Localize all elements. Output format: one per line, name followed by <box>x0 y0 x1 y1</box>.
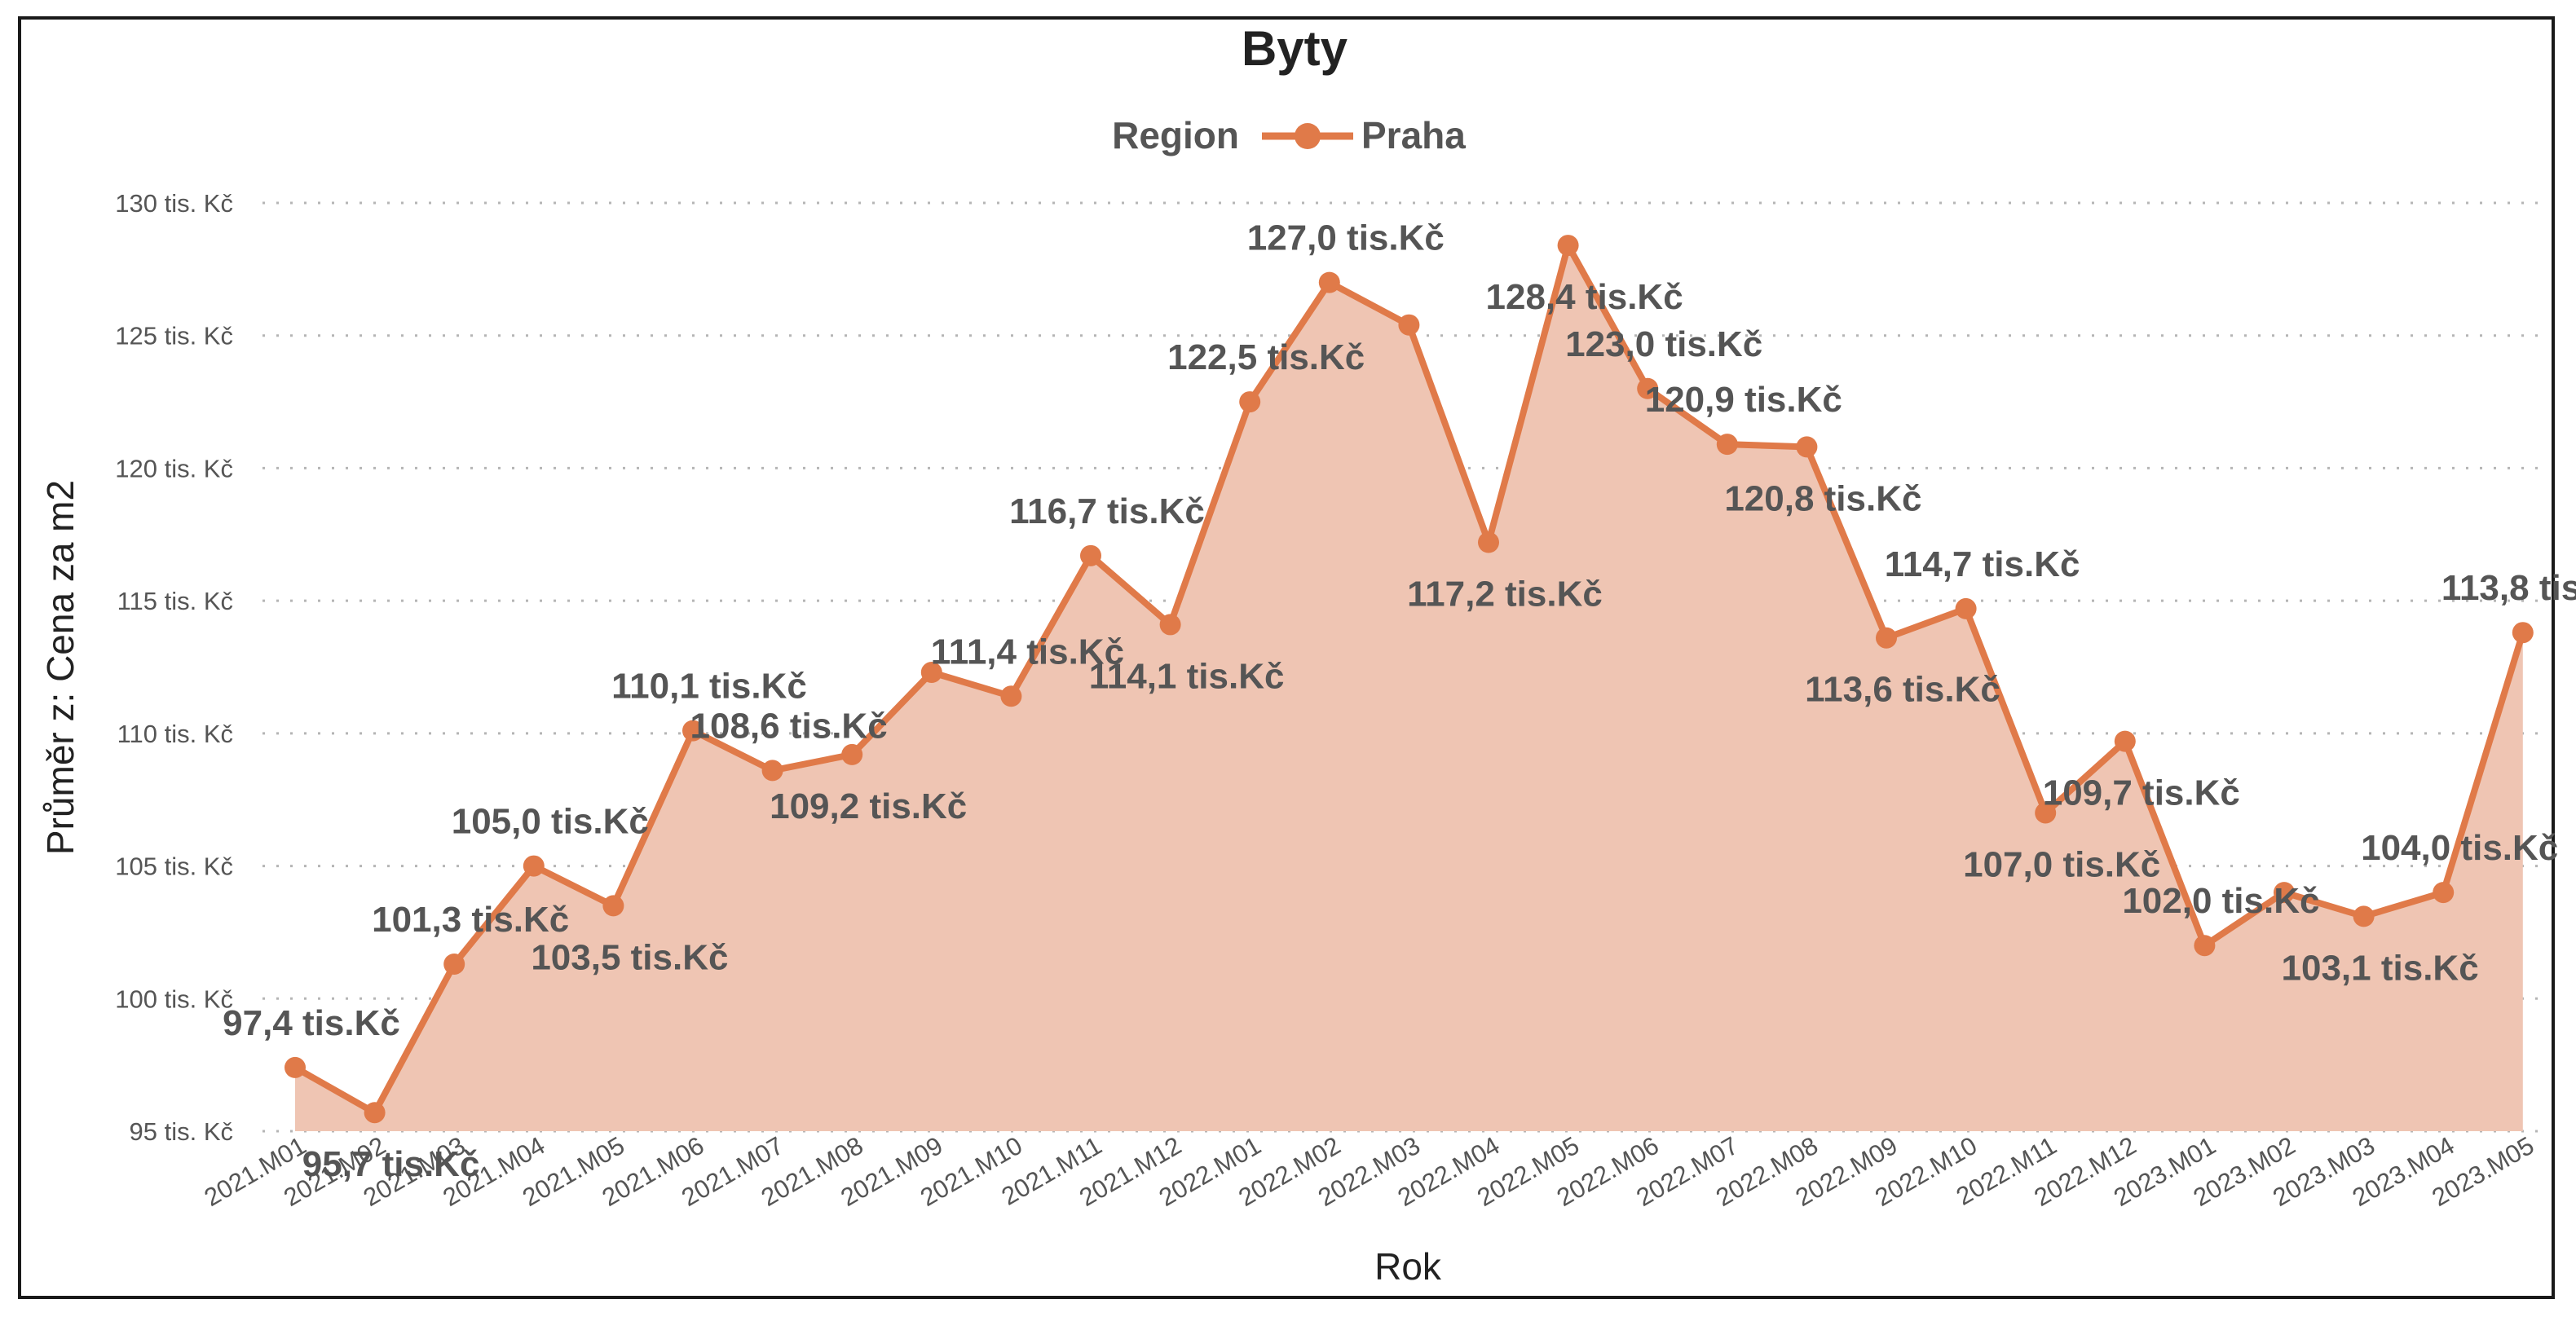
chart-frame <box>18 16 2555 1299</box>
data-label: 120,8 tis.Kč <box>1724 478 1921 518</box>
y-axis-ticks: 95 tis. Kč 100 tis. Kč 105 tis. Kč 110 tis.… <box>115 189 233 1146</box>
data-label: 110,1 tis.Kč <box>611 667 807 707</box>
y-tick-label: 115 tis. Kč <box>117 587 233 615</box>
data-label: 114,1 tis.Kč <box>1089 656 1285 696</box>
y-tick-label: 95 tis. Kč <box>130 1117 234 1146</box>
data-point-2022.M12 <box>2114 730 2136 752</box>
data-point-2023.M02 <box>2274 882 2295 904</box>
data-point-2021.M09 <box>920 662 942 684</box>
data-label: 101,3 tis.Kč <box>372 900 569 940</box>
data-point-2021.M05 <box>602 895 624 917</box>
data-label: 104,0 tis.Kč <box>2361 828 2558 868</box>
data-point-2022.M10 <box>1955 597 1977 619</box>
data-label: 107,0 tis.Kč <box>1963 844 2160 884</box>
data-point-2023.M04 <box>2433 882 2455 904</box>
data-point-2022.M11 <box>2035 802 2057 824</box>
series-area-praha <box>295 245 2523 1131</box>
data-point-2022.M01 <box>1239 391 1261 413</box>
data-points <box>285 235 2534 1124</box>
data-point-2023.M03 <box>2353 905 2375 927</box>
data-point-2021.M10 <box>1000 685 1022 707</box>
data-point-2021.M01 <box>285 1056 306 1078</box>
area-fill-layer <box>295 245 2523 1131</box>
data-label: 113,8 tis.Kč <box>2441 568 2576 608</box>
data-label: 120,9 tis.Kč <box>1645 380 1842 420</box>
data-point-2021.M06 <box>682 720 704 742</box>
data-label: 103,1 tis.Kč <box>2282 948 2479 988</box>
legend-title: Region <box>1112 114 1239 156</box>
data-labels: 97,4 tis.Kč 95,7 tis.Kč 101,3 tis.Kč 105,0 … <box>223 218 2576 1185</box>
data-label: 111,4 tis.Kč <box>931 632 1124 672</box>
data-point-2021.M02 <box>364 1102 386 1124</box>
y-tick-label: 130 tis. Kč <box>115 189 233 218</box>
data-label: 109,2 tis.Kč <box>770 786 967 826</box>
data-point-2021.M04 <box>523 855 545 877</box>
data-label: 102,0 tis.Kč <box>2122 881 2319 921</box>
data-point-2022.M04 <box>1478 531 1499 553</box>
data-label: 127,0 tis.Kč <box>1247 218 1445 258</box>
data-label: 103,5 tis.Kč <box>531 937 728 977</box>
data-point-2021.M12 <box>1159 614 1181 636</box>
data-point-2021.M03 <box>443 953 465 975</box>
data-label: 123,0 tis.Kč <box>1565 324 1762 364</box>
data-point-2022.M05 <box>1557 235 1579 257</box>
data-label: 117,2 tis.Kč <box>1407 575 1603 614</box>
data-point-2021.M11 <box>1080 544 1101 566</box>
y-tick-label: 125 tis. Kč <box>115 322 233 350</box>
y-tick-label: 110 tis. Kč <box>117 720 233 748</box>
data-label: 122,5 tis.Kč <box>1167 337 1365 377</box>
data-label: 128,4 tis.Kč <box>1486 277 1683 317</box>
data-label: 114,7 tis.Kč <box>1885 544 2080 584</box>
y-tick-label: 105 tis. Kč <box>115 852 233 881</box>
legend: Region Praha <box>1112 114 1466 156</box>
data-label: 108,6 tis.Kč <box>690 706 888 746</box>
data-point-2022.M08 <box>1796 436 1818 458</box>
legend-label-praha: Praha <box>1361 114 1466 156</box>
y-tick-label: 120 tis. Kč <box>115 454 233 482</box>
x-axis-title: Rok <box>1374 1245 1442 1288</box>
y-axis-title: Průměr z: Cena za m2 <box>39 480 82 855</box>
data-label: 95,7 tis.Kč <box>302 1144 480 1184</box>
data-label: 113,6 tis.Kč <box>1805 670 2000 710</box>
data-point-2021.M07 <box>761 760 783 782</box>
data-label: 109,7 tis.Kč <box>2043 773 2240 813</box>
data-point-2023.M05 <box>2512 622 2534 644</box>
y-tick-label: 100 tis. Kč <box>115 984 233 1013</box>
data-label: 116,7 tis.Kč <box>1009 491 1205 531</box>
x-axis-ticks: 2021.M012021.M022021.M032021.M042021.M05… <box>200 1131 2539 1212</box>
data-point-2022.M07 <box>1716 434 1738 456</box>
chart-title: Byty <box>1242 21 1348 76</box>
data-point-2022.M06 <box>1637 377 1659 399</box>
data-point-2023.M01 <box>2194 935 2216 957</box>
data-point-2022.M02 <box>1318 271 1340 293</box>
data-point-2022.M09 <box>1876 627 1897 649</box>
data-label: 105,0 tis.Kč <box>452 802 649 842</box>
data-point-2021.M08 <box>841 743 863 765</box>
data-label: 97,4 tis.Kč <box>223 1003 400 1043</box>
data-point-2022.M03 <box>1398 314 1420 336</box>
legend-dot-marker <box>1295 123 1321 149</box>
